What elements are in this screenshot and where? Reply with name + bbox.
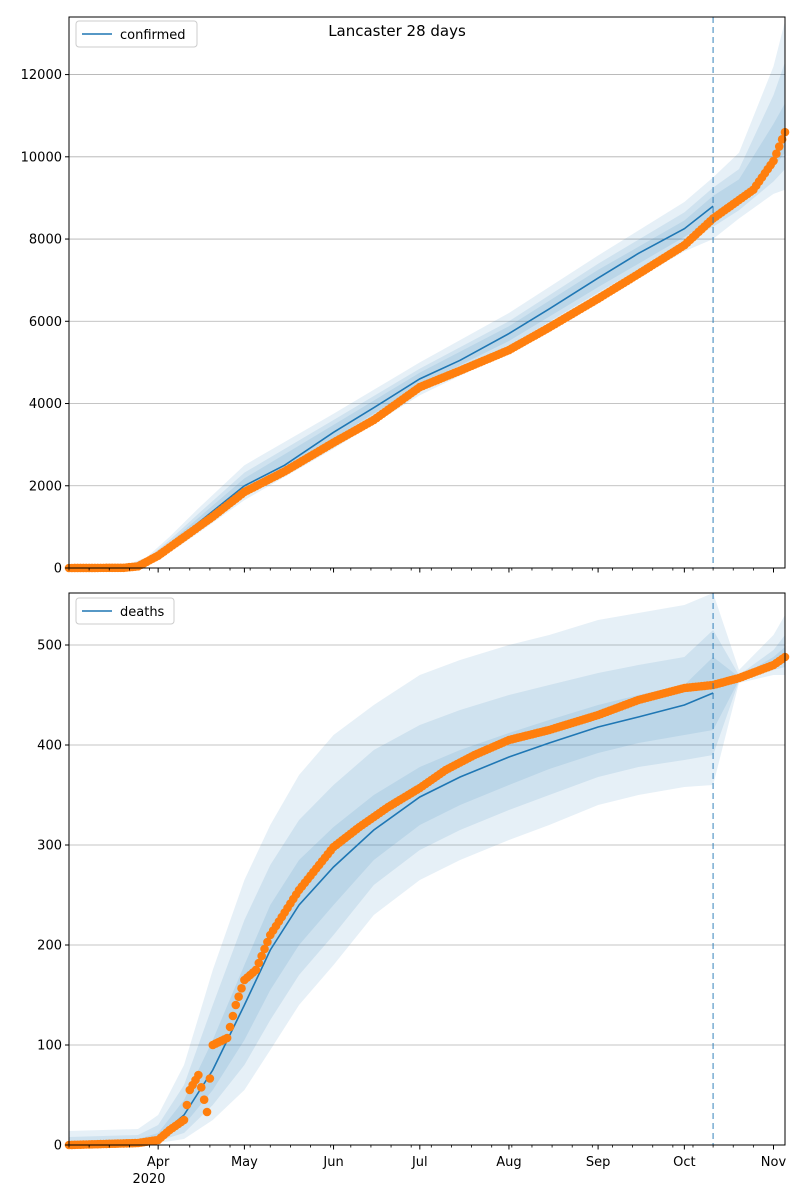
deaths-y-tick-label: 400 [37, 739, 62, 754]
deaths-observed-point [257, 951, 266, 961]
deaths-observed-point [196, 1083, 206, 1092]
confirmed-gridlines [69, 74, 785, 487]
confirmed-y-tick-label: 2000 [29, 479, 62, 494]
deaths-observed-point [179, 1115, 189, 1125]
deaths-observed-point [222, 1033, 232, 1043]
confirmed-y-tick-label: 4000 [29, 397, 62, 412]
confirmed-panel: 0 2000 4000 6000 8000 10000 12000 confirmed [21, 16, 790, 577]
deaths-band [69, 593, 785, 1145]
confirmed-observed-point [769, 156, 778, 166]
confirmed-y-axis: 0 2000 4000 6000 8000 10000 12000 [21, 68, 69, 577]
confirmed-observed-points [64, 127, 790, 573]
deaths-observed-point [234, 992, 243, 1001]
deaths-observed-point [199, 1095, 209, 1104]
figure-title: Lancaster 28 days [328, 22, 466, 40]
x-tick-label: Jul [411, 1155, 428, 1170]
confirmed-observed-point [777, 135, 787, 144]
deaths-y-tick-label: 100 [37, 1039, 62, 1054]
deaths-observed-point [194, 1070, 203, 1080]
deaths-observed-point [231, 1000, 241, 1010]
deaths-legend: deaths [75, 597, 175, 625]
deaths-observed-point [228, 1011, 238, 1021]
deaths-band [69, 647, 785, 1145]
deaths-axes-frame [68, 592, 786, 1146]
confirmed-legend-label: confirmed [120, 28, 186, 43]
deaths-x-axis: Apr May Jun Jul Aug Sep Oct Nov [68, 1145, 787, 1170]
confirmed-observed-point [774, 142, 784, 151]
deaths-observed-point [263, 937, 272, 947]
deaths-observed-point [205, 1074, 215, 1083]
x-axis-year-label: 2020 [132, 1172, 165, 1187]
x-tick-label: Aug [496, 1155, 521, 1170]
confirmed-y-tick-label: 8000 [29, 233, 62, 248]
confirmed-x-axis [68, 568, 774, 573]
deaths-observed-point [225, 1022, 235, 1032]
deaths-y-tick-label: 0 [54, 1139, 62, 1154]
deaths-uncertainty-bands [69, 593, 785, 1145]
confirmed-observed-point [772, 149, 781, 159]
deaths-observed-point [251, 965, 261, 975]
deaths-observed-point [260, 944, 269, 954]
confirmed-legend-box [75, 20, 198, 48]
deaths-y-tick-label: 500 [37, 639, 62, 654]
x-tick-label: Jun [322, 1155, 343, 1170]
x-tick-label: Apr [147, 1155, 170, 1170]
x-tick-label: May [231, 1155, 258, 1170]
deaths-y-tick-label: 200 [37, 939, 62, 954]
deaths-observed-points [64, 652, 790, 1150]
deaths-y-tick-label: 300 [37, 839, 62, 854]
deaths-y-axis: 0 100 200 300 400 500 [37, 639, 69, 1154]
x-tick-label: Nov [761, 1155, 787, 1170]
confirmed-legend: confirmed [75, 20, 198, 48]
x-tick-label: Oct [673, 1155, 695, 1170]
confirmed-axes-frame [68, 16, 786, 569]
deaths-observed-point [237, 984, 246, 993]
deaths-observed-point [202, 1107, 212, 1117]
deaths-panel: 0 100 200 300 400 500 Apr May Jun Jul Aug Sep Oct No… [37, 592, 790, 1170]
confirmed-y-tick-label: 12000 [21, 68, 62, 83]
deaths-observed-point [254, 958, 264, 968]
deaths-legend-label: deaths [120, 605, 165, 620]
deaths-legend-box [75, 597, 175, 625]
confirmed-y-tick-label: 10000 [21, 150, 62, 165]
confirmed-y-tick-label: 6000 [29, 315, 62, 330]
deaths-band [69, 630, 785, 1145]
x-tick-label: Sep [586, 1155, 611, 1170]
deaths-observed-point [182, 1100, 192, 1110]
confirmed-y-tick-label: 0 [54, 562, 62, 577]
deaths-gridlines [69, 644, 785, 1046]
